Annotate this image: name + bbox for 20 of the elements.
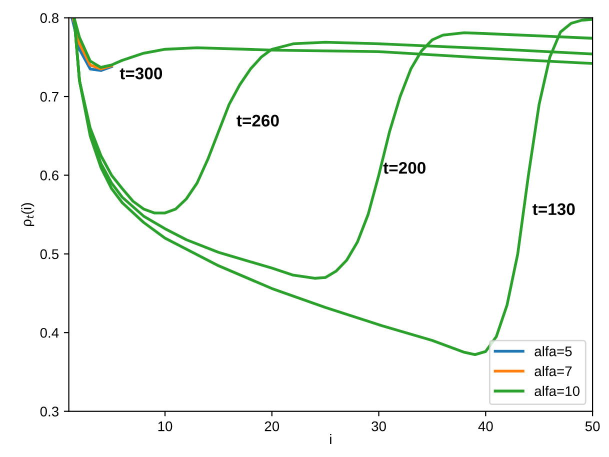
y-tick-label: 0.5 (40, 249, 59, 260)
x-tick-label: 30 (372, 421, 386, 432)
y-tick-label: 0.8 (40, 13, 58, 23)
annotation: t=260 (236, 114, 279, 127)
y-tick-label: 0.7 (40, 92, 58, 102)
x-tick-label: 50 (585, 421, 600, 432)
y-tick-label: 0.4 (40, 328, 59, 338)
x-tick-label: 40 (478, 421, 493, 432)
annotation: t=300 (120, 68, 162, 80)
annotation: t=130 (532, 203, 575, 216)
y-axis-title: ρ$_{t}$(i) (21, 203, 34, 226)
y-tick-label: 0.6 (40, 170, 58, 180)
legend-label: alfa=10 (534, 386, 580, 396)
legend-label: alfa=7 (534, 366, 572, 376)
x-tick-label: 20 (264, 421, 280, 432)
x-axis-title: i (330, 434, 332, 444)
x-tick-label: 10 (158, 421, 172, 432)
legend-label: alfa=5 (534, 346, 572, 356)
annotation: t=200 (383, 162, 426, 174)
y-tick-label: 0.3 (40, 406, 58, 416)
